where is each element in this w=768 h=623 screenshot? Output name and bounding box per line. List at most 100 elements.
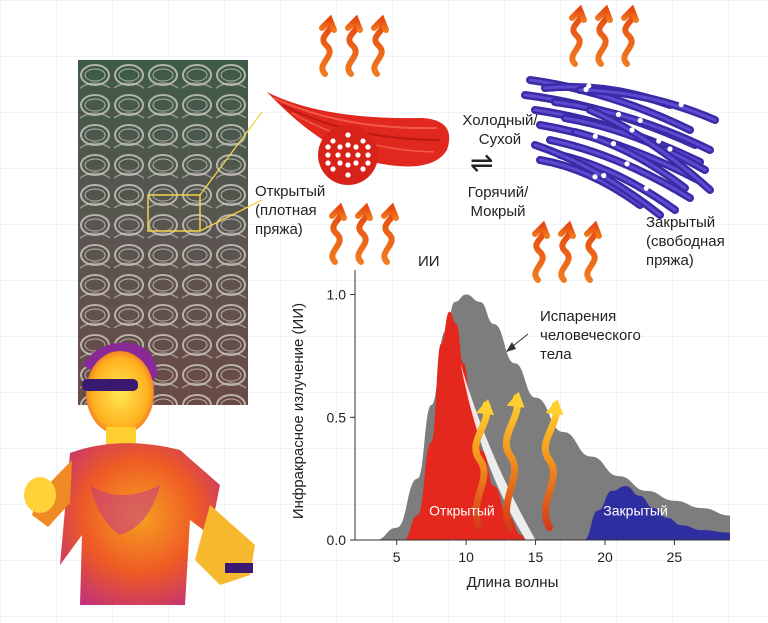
yarn-fiber-dot xyxy=(345,172,351,178)
x-tick-label: 25 xyxy=(667,549,683,565)
series-label-open: Открытый xyxy=(429,502,495,518)
heat-wave-head-3-0 xyxy=(532,220,550,239)
yarn-fiber-dot xyxy=(353,160,359,166)
hot-wet-line-1: Горячий/ xyxy=(467,184,529,201)
closed-yarn-label: Закрытый (свободная пряжа) xyxy=(646,213,725,270)
equilibrium-arrows: ⇌ xyxy=(470,147,494,178)
x-tick-label: 15 xyxy=(528,549,544,565)
y-tick-label: 0.5 xyxy=(327,409,347,425)
open-yarn-illustration xyxy=(267,92,450,185)
yarn-fiber-dot xyxy=(360,138,366,144)
heat-wave-1-0 xyxy=(569,9,584,67)
heat-wave-head-0-1 xyxy=(345,14,363,33)
yarn-fiber-dot xyxy=(345,132,351,138)
yarn-fiber-dot xyxy=(335,152,341,158)
yarn-fiber-dot xyxy=(365,160,371,166)
x-tick-label: 10 xyxy=(458,549,474,565)
heat-wave-2-0 xyxy=(329,207,344,265)
heat-wave-0-1 xyxy=(345,19,360,77)
yarn-fiber-dot xyxy=(586,83,592,89)
ir-wave-arrow xyxy=(541,401,560,532)
loose-fiber-highlight xyxy=(538,158,642,207)
yarn-fiber-dot xyxy=(360,166,366,172)
cold-dry-line-1: Холодный/ xyxy=(462,112,538,129)
heat-wave-head-3-1 xyxy=(558,220,576,239)
closed-yarn-line-3: пряжа) xyxy=(646,252,694,269)
heat-wave-2-1 xyxy=(355,207,370,265)
chart-annotation-line: тела xyxy=(540,346,572,363)
x-tick-label: 20 xyxy=(597,549,613,565)
heat-wave-head-3-2 xyxy=(584,220,602,239)
zoom-box xyxy=(147,194,201,232)
yarn-fiber-dot xyxy=(615,111,622,118)
yarn-fiber-dot xyxy=(667,146,673,152)
closed-yarn-line-2: (свободная xyxy=(646,233,725,250)
heat-wave-head-2-0 xyxy=(329,202,347,221)
loose-fiber-highlight xyxy=(548,138,692,200)
loose-fiber-highlight xyxy=(588,108,712,192)
yarn-fiber-dot xyxy=(629,127,635,133)
textile-micrograph xyxy=(78,60,248,405)
yarn-fiber-dot xyxy=(637,117,643,123)
yarn-fiber-dot xyxy=(325,152,331,158)
ir-wave-arrow-head xyxy=(476,399,494,415)
yarn-fiber-dot xyxy=(330,138,336,144)
open-yarn-line-1: Открытый xyxy=(255,183,326,200)
heat-wave-3-1 xyxy=(558,225,573,283)
yarn-fiber-dot xyxy=(365,144,371,150)
yarn-fiber-dot xyxy=(592,174,598,180)
open-yarn-label: Открытый (плотная пряжа) xyxy=(255,182,325,239)
yarn-fiber-dot xyxy=(345,162,351,168)
yarn-fiber-dot xyxy=(365,152,371,158)
hot-wet-line-2: Мокрый xyxy=(470,203,526,220)
open-yarn-line-3: пряжа) xyxy=(255,221,303,238)
heat-wave-0-2 xyxy=(371,19,386,77)
yarn-fiber-dot xyxy=(678,101,684,108)
heat-wave-head-1-1 xyxy=(595,4,613,23)
series-area-1 xyxy=(403,311,526,540)
heat-wave-0-0 xyxy=(319,19,334,77)
ir-wave-arrow-head xyxy=(545,399,564,415)
loose-fiber-highlight xyxy=(528,78,692,132)
yarn-fiber-dot xyxy=(355,152,361,158)
heat-wave-2-2 xyxy=(381,207,396,265)
thermal-runner-image xyxy=(24,342,255,605)
yarn-fiber-dot xyxy=(337,160,343,166)
series-label-closed: Закрытый xyxy=(603,502,668,518)
chart-annotation-line: Испарения xyxy=(540,308,616,325)
yarn-fiber-dot xyxy=(345,142,351,148)
yarn-fiber-dot xyxy=(337,144,343,150)
heat-wave-head-1-0 xyxy=(569,4,587,23)
loose-fiber-highlight xyxy=(578,88,717,122)
ir-label: ИИ xyxy=(418,253,440,270)
heat-wave-3-0 xyxy=(532,225,547,283)
yarn-fiber-dot xyxy=(345,152,351,158)
y-tick-label: 1.0 xyxy=(327,287,347,303)
yarn-fiber-dot xyxy=(643,185,649,191)
ir-wave-arrow-head xyxy=(506,391,525,408)
yarn-fiber-dot xyxy=(601,172,607,179)
heat-wave-1-1 xyxy=(595,9,610,67)
yarn-fiber-dot xyxy=(583,86,589,93)
yarn-fiber-dot xyxy=(325,144,331,150)
yarn-fiber-dot xyxy=(656,138,662,144)
yarn-fiber-dot xyxy=(330,166,336,172)
cold-dry-label: Холодный/ Сухой xyxy=(452,111,548,149)
y-axis-label: Инфракрасное излучение (ИИ) xyxy=(290,303,307,519)
annotation-pointer-head xyxy=(506,342,516,352)
closed-yarn-illustration xyxy=(521,76,719,219)
closed-yarn-line-1: Закрытый xyxy=(646,214,716,231)
heat-wave-3-2 xyxy=(584,225,599,283)
heat-wave-head-2-2 xyxy=(381,202,399,221)
heat-wave-1-2 xyxy=(621,9,636,67)
ir-wave-arrow xyxy=(472,401,491,532)
heat-wave-head-0-2 xyxy=(371,14,389,33)
cold-dry-line-2: Сухой xyxy=(478,131,522,148)
loose-fiber-highlight xyxy=(573,130,687,190)
open-yarn-line-2: (плотная xyxy=(255,202,317,219)
yarn-fiber-dot xyxy=(592,133,598,139)
